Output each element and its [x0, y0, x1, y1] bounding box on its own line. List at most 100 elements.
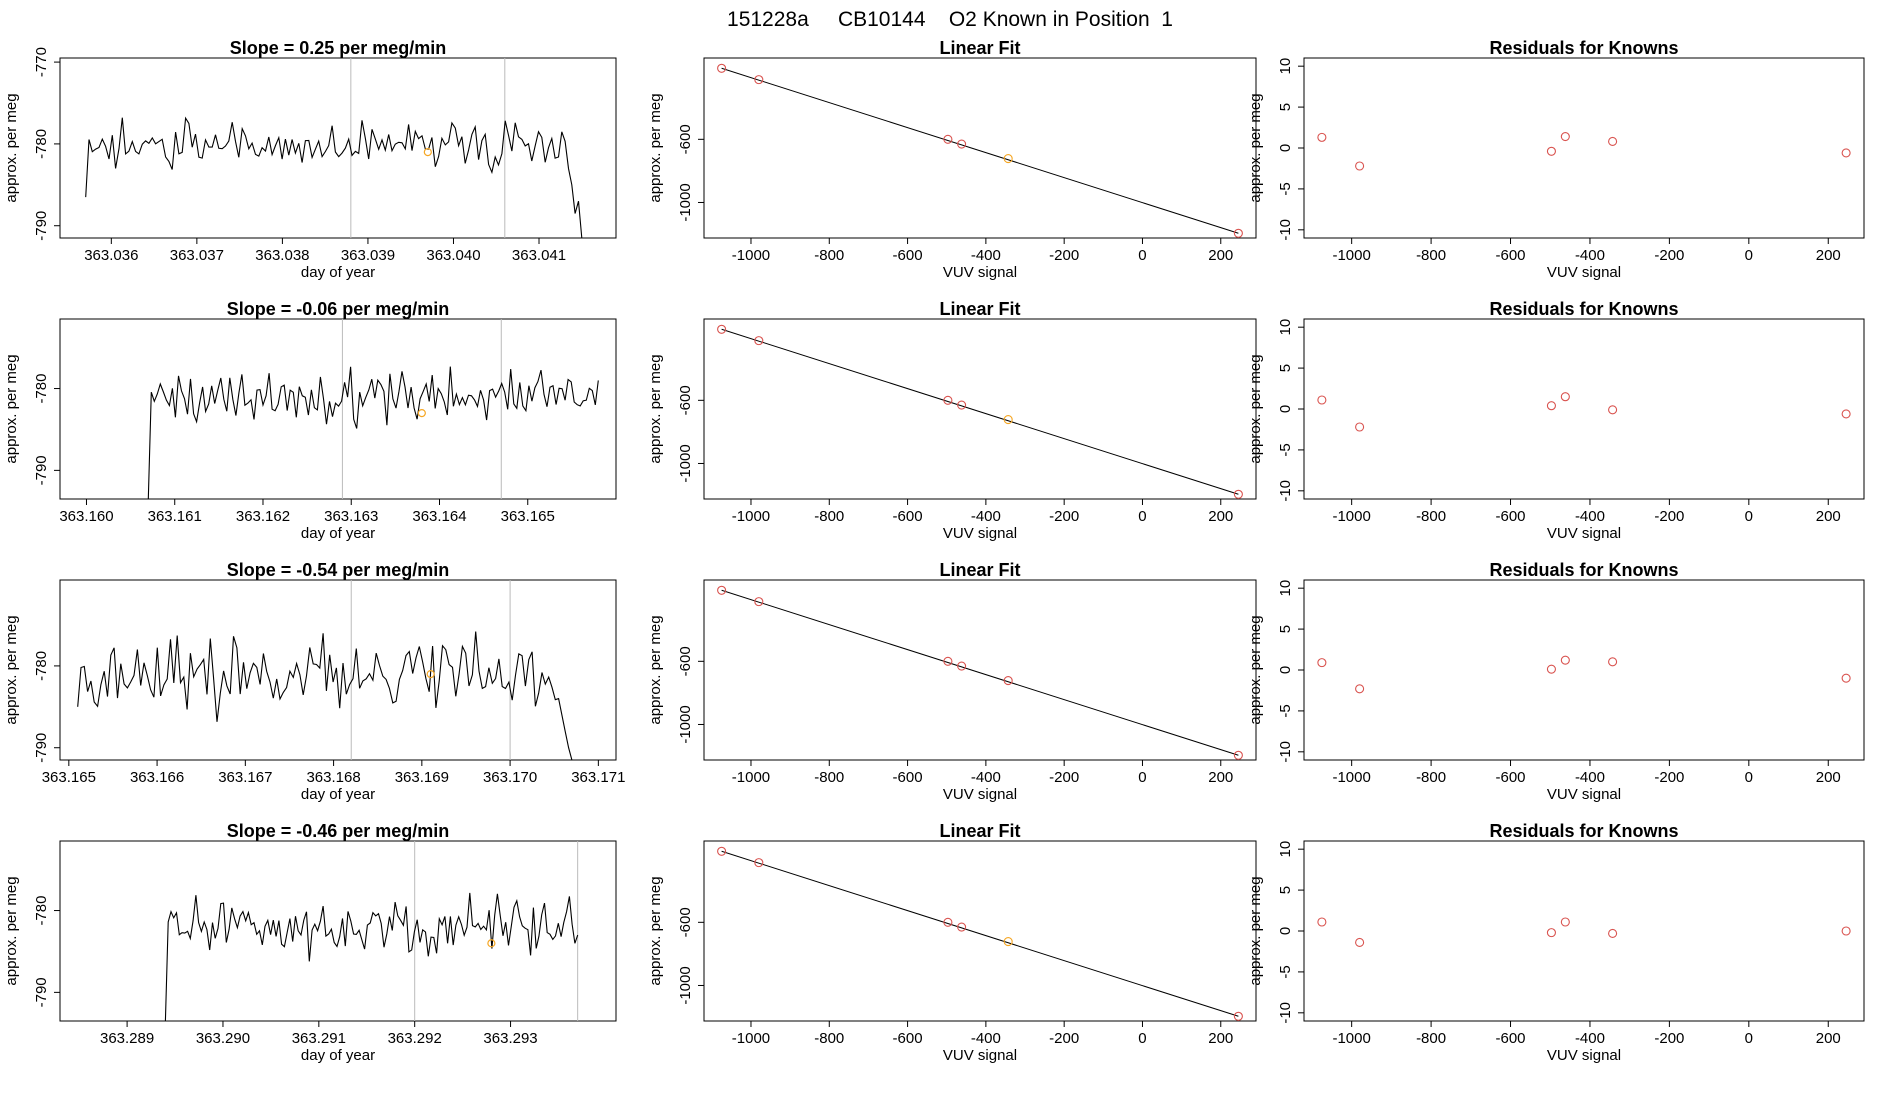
fit-x-axis-label: VUV signal — [943, 264, 1017, 281]
residuals-point — [1317, 658, 1327, 668]
fit-point — [943, 656, 953, 666]
fit-point — [943, 395, 953, 405]
residuals-y-tick-label: -10 — [1277, 1002, 1294, 1024]
residuals-x-tick-label: -1000 — [1332, 769, 1370, 786]
fit-y-tick-label: -600 — [677, 385, 694, 415]
figure-title: 151228a CB10144 O2 Known in Position 1 — [727, 8, 1173, 31]
fit-x-tick-label: -800 — [814, 508, 844, 525]
timeseries-y-axis-label: approx. per meg — [3, 354, 20, 463]
residuals-y-tick-label: 0 — [1277, 666, 1294, 674]
residuals-x-tick-label: 0 — [1745, 1030, 1753, 1047]
timeseries-marker-point — [417, 408, 426, 418]
timeseries-x-axis-label: day of year — [301, 786, 375, 803]
residuals-y-tick-label: 10 — [1277, 58, 1294, 75]
fit-x-axis-label: VUV signal — [943, 1047, 1017, 1064]
residuals-title: Residuals for Knowns — [1489, 821, 1678, 841]
fit-x-tick-label: -600 — [893, 247, 923, 264]
residuals-x-tick-label: 200 — [1816, 247, 1841, 264]
timeseries-x-axis-label: day of year — [301, 264, 375, 281]
timeseries-x-tick-label: 363.036 — [84, 247, 138, 264]
timeseries-x-axis-label: day of year — [301, 525, 375, 542]
fit-x-tick-label: -200 — [1049, 1030, 1079, 1047]
residuals-point — [1608, 405, 1618, 415]
panels: Slope = 0.25 per meg/min day of year appro… — [3, 38, 1865, 1064]
fit-point — [754, 597, 764, 607]
residuals-y-tick-label: 5 — [1277, 103, 1294, 111]
timeseries-title: Slope = -0.06 per meg/min — [227, 299, 450, 319]
fit-point — [754, 336, 764, 346]
timeseries-x-tick-label: 363.161 — [148, 508, 202, 525]
residuals-point — [1560, 392, 1570, 402]
residuals-x-tick-label: -400 — [1575, 1030, 1605, 1047]
fit-x-tick-label: -200 — [1049, 769, 1079, 786]
fit-x-tick-label: -400 — [971, 247, 1001, 264]
residuals-x-tick-label: 0 — [1745, 247, 1753, 264]
timeseries-plot-frame — [59, 57, 617, 239]
residuals-point — [1841, 409, 1851, 419]
fit-title: Linear Fit — [939, 560, 1020, 580]
timeseries-title: Slope = 0.25 per meg/min — [230, 38, 447, 58]
timeseries-y-axis-label: approx. per meg — [3, 615, 20, 724]
fit-title: Linear Fit — [939, 821, 1020, 841]
timeseries-x-tick-label: 363.040 — [426, 247, 480, 264]
residuals-plot-frame — [1303, 579, 1865, 761]
timeseries-x-tick-label: 363.171 — [571, 769, 625, 786]
fit-x-tick-label: 200 — [1208, 769, 1233, 786]
fit-point — [1233, 1011, 1243, 1021]
residuals-x-tick-label: -800 — [1416, 1030, 1446, 1047]
timeseries-x-tick-label: 363.168 — [306, 769, 360, 786]
fit-x-tick-label: -400 — [971, 769, 1001, 786]
residuals-x-axis-label: VUV signal — [1547, 1047, 1621, 1064]
timeseries-line — [85, 116, 583, 239]
residuals-y-tick-label: 5 — [1277, 364, 1294, 372]
row-3: Slope = -0.54 per meg/min day of year appr… — [3, 560, 1865, 803]
residuals-point — [1608, 136, 1618, 147]
fit-x-tick-label: 0 — [1138, 247, 1146, 264]
fit-fit-line — [721, 850, 1239, 1017]
fit-point — [717, 63, 727, 73]
fit-x-tick-label: -1000 — [732, 1030, 770, 1047]
fit-title: Linear Fit — [939, 299, 1020, 319]
fit-point — [943, 134, 953, 144]
timeseries-y-tick-label: -780 — [33, 896, 50, 926]
fit-y-axis-label: approx. per meg — [647, 354, 664, 463]
timeseries-y-tick-label: -790 — [33, 733, 50, 763]
residuals-point — [1841, 926, 1851, 936]
timeseries-x-tick-label: 363.289 — [100, 1030, 154, 1047]
fit-plot-frame — [703, 579, 1257, 761]
row-4: Slope = -0.46 per meg/min day of year appr… — [3, 821, 1865, 1064]
timeseries-x-tick-label: 363.163 — [324, 508, 378, 525]
timeseries-title: Slope = -0.46 per meg/min — [227, 821, 450, 841]
fit-x-tick-label: -200 — [1049, 508, 1079, 525]
residuals-x-tick-label: -400 — [1575, 769, 1605, 786]
fit-plot-frame — [703, 57, 1257, 239]
fit-x-tick-label: -200 — [1049, 247, 1079, 264]
row-1: Slope = 0.25 per meg/min day of year appro… — [3, 38, 1865, 281]
fit-x-tick-label: -1000 — [732, 247, 770, 264]
fit-y-axis-label: approx. per meg — [647, 615, 664, 724]
fit-point — [1233, 750, 1243, 760]
residuals-x-tick-label: -600 — [1496, 247, 1526, 264]
residuals-x-tick-label: -400 — [1575, 247, 1605, 264]
residuals-point — [1355, 684, 1365, 694]
residuals-y-tick-label: 5 — [1277, 625, 1294, 633]
residuals-y-axis-label: approx. per meg — [1247, 93, 1264, 202]
residuals-y-axis-label: approx. per meg — [1247, 876, 1264, 985]
residuals-y-tick-label: -10 — [1277, 741, 1294, 763]
timeseries-x-tick-label: 363.293 — [483, 1030, 537, 1047]
fit-y-tick-label: -1000 — [677, 966, 694, 1004]
fit-point — [957, 922, 967, 932]
residuals-x-tick-label: 200 — [1816, 1030, 1841, 1047]
residuals-x-tick-label: -200 — [1654, 769, 1684, 786]
timeseries-y-tick-label: -790 — [33, 211, 50, 241]
timeseries-x-tick-label: 363.039 — [341, 247, 395, 264]
fit-x-tick-label: 200 — [1208, 247, 1233, 264]
timeseries-marker-point — [487, 939, 496, 948]
residuals-x-tick-label: -600 — [1496, 508, 1526, 525]
timeseries-x-tick-label: 363.165 — [42, 769, 96, 786]
fit-x-tick-label: -1000 — [732, 769, 770, 786]
timeseries-x-tick-label: 363.166 — [130, 769, 184, 786]
residuals-y-tick-label: 0 — [1277, 144, 1294, 152]
residuals-x-tick-label: 200 — [1816, 769, 1841, 786]
